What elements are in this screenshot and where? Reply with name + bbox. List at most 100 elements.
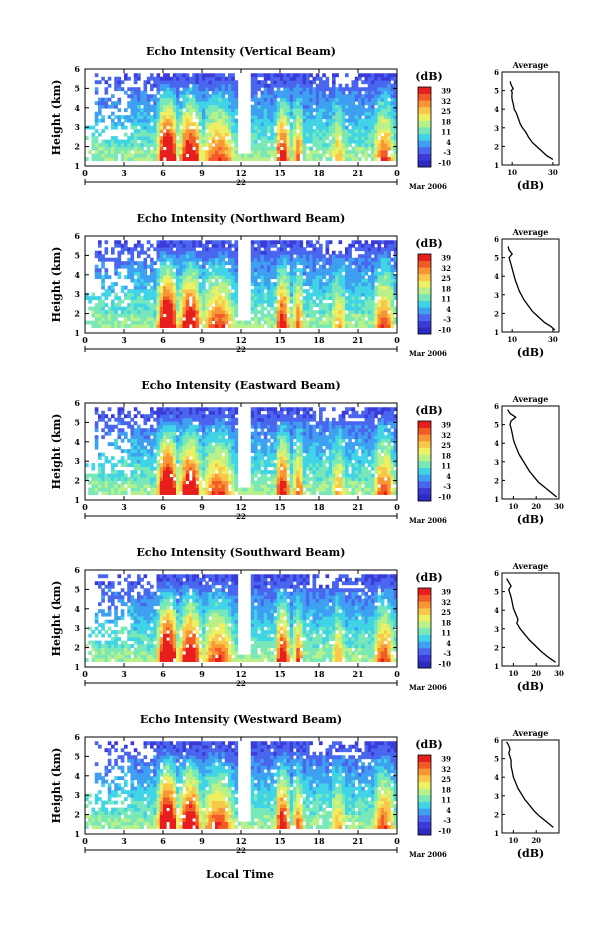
heatmap-cell (192, 463, 196, 468)
y-tick-label: 5 (74, 250, 80, 260)
heatmap-cell (101, 146, 105, 151)
heatmap-cell (169, 477, 174, 481)
heatmap-cell (332, 97, 336, 102)
heatmap-cell (176, 438, 180, 443)
heatmap-cell (104, 292, 109, 297)
heatmap-cell (169, 289, 174, 294)
heatmap-cell (286, 97, 291, 102)
heatmap-cell (215, 250, 219, 255)
heatmap-cell (195, 240, 200, 245)
heatmap-cell (130, 317, 135, 321)
heatmap-cell (218, 132, 222, 137)
heatmap-cell (354, 132, 359, 137)
heatmap-cell (143, 313, 148, 318)
heatmap-cell (124, 421, 128, 426)
heatmap-cell (250, 289, 255, 294)
heatmap-cell (234, 139, 239, 144)
heatmap-cell (280, 324, 284, 328)
heatmap-cell (215, 115, 219, 120)
heatmap-cell (104, 320, 109, 325)
heatmap-cell (182, 417, 187, 422)
heatmap-cell (364, 250, 369, 255)
heatmap-cell (198, 445, 203, 450)
heatmap-cell (319, 97, 323, 102)
heatmap-cell (169, 282, 174, 287)
heatmap-cell (371, 278, 375, 283)
heatmap-cell (322, 153, 326, 158)
heatmap-cell (390, 324, 395, 328)
heatmap-cell (380, 125, 385, 130)
heatmap-cell (211, 73, 216, 78)
heatmap-cell (208, 257, 213, 262)
heatmap-cell (215, 303, 219, 308)
heatmap-cell (218, 407, 222, 412)
heatmap-cell (257, 104, 261, 109)
heatmap-cell (309, 90, 313, 95)
heatmap-cell (332, 254, 336, 259)
heatmap-cell (215, 480, 219, 485)
heatmap-cell (231, 125, 235, 130)
heatmap-cell (367, 261, 372, 266)
heatmap-cell (150, 484, 154, 488)
heatmap-cell (185, 157, 190, 161)
heatmap-cell (335, 125, 339, 130)
heatmap-cell (169, 136, 174, 141)
heatmap-cell (198, 449, 203, 454)
heatmap-cell (276, 317, 281, 321)
heatmap-cell (179, 254, 183, 259)
heatmap-cell (338, 94, 343, 99)
heatmap-cell (179, 313, 183, 318)
heatmap-cell (176, 94, 180, 99)
heatmap-cell (364, 122, 369, 127)
heatmap-cell (250, 264, 255, 269)
heatmap-cell (137, 438, 141, 443)
heatmap-cell (98, 414, 102, 419)
heatmap-cell (202, 250, 206, 255)
heatmap-cell (328, 303, 333, 308)
heatmap-cell (189, 132, 193, 137)
colorbar-tick-label: 18 (441, 117, 451, 126)
heatmap-cell (374, 240, 378, 245)
heatmap-cell (117, 407, 122, 412)
heatmap-cell (218, 157, 222, 161)
heatmap-cell (293, 136, 297, 141)
heatmap-cell (306, 80, 310, 85)
heatmap-cell (345, 129, 349, 134)
heatmap-cell (361, 132, 365, 137)
heatmap-cell (358, 136, 362, 141)
heatmap-cell (302, 73, 307, 78)
heatmap-cell (309, 132, 313, 137)
heatmap-cell (208, 296, 213, 301)
heatmap-cell (302, 310, 307, 314)
y-tick-label: 3 (74, 289, 80, 299)
heatmap-cell (202, 317, 206, 321)
heatmap-cell (208, 484, 213, 488)
heatmap-cell (332, 122, 336, 127)
heatmap-cell (182, 303, 187, 308)
colorbar-swatch (418, 294, 431, 301)
heatmap-cell (319, 111, 323, 116)
heatmap-cell (215, 484, 219, 488)
heatmap-cell (215, 108, 219, 113)
heatmap-cell (159, 111, 164, 116)
heatmap-cell (351, 317, 356, 321)
heatmap-cell (114, 470, 118, 475)
heatmap-cell (319, 247, 323, 252)
heatmap-cell (182, 153, 187, 158)
colorbar-tick-label: 32 (441, 264, 451, 273)
heatmap-cell (364, 143, 369, 147)
heatmap-cell (94, 303, 99, 308)
heatmap-cell (280, 296, 284, 301)
heatmap-cell (107, 285, 112, 290)
heatmap-cell (358, 143, 362, 147)
profile-y-tick-label: 1 (494, 328, 499, 337)
heatmap-cell (182, 299, 187, 304)
heatmap-cell (176, 449, 180, 454)
heatmap-cell (377, 282, 382, 287)
heatmap-cell (205, 101, 209, 106)
heatmap-cell (166, 104, 170, 109)
heatmap-cell (133, 303, 138, 308)
heatmap-cell (364, 282, 369, 287)
heatmap-cell (312, 268, 317, 273)
profile-y-tick-label: 6 (494, 235, 499, 244)
